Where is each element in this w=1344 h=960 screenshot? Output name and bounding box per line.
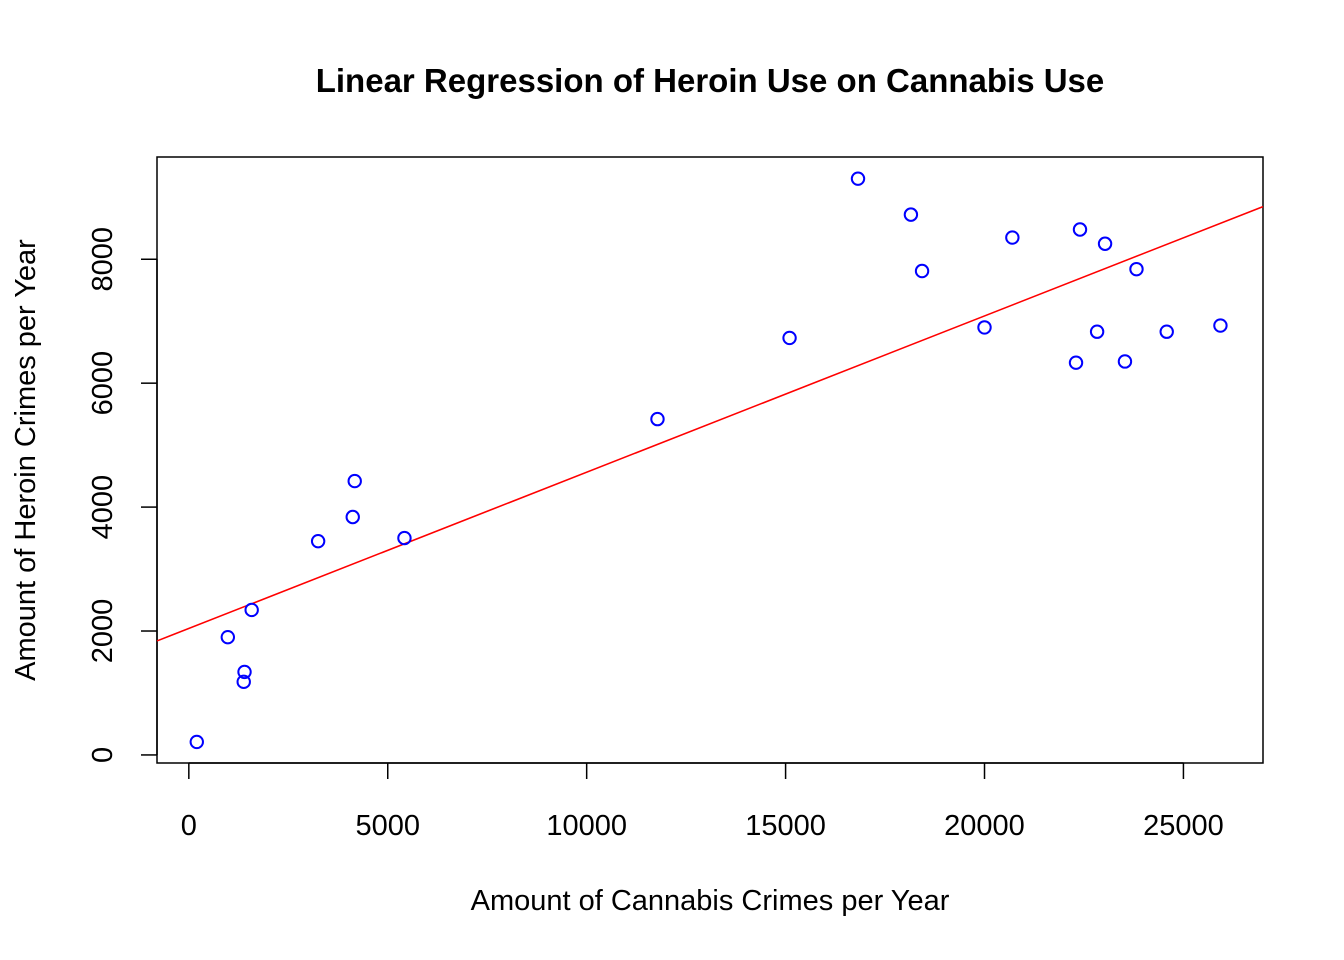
y-axis-label: Amount of Heroin Crimes per Year xyxy=(10,239,42,681)
x-tick-label: 25000 xyxy=(1143,810,1224,842)
x-tick-label: 0 xyxy=(181,810,197,842)
data-point xyxy=(850,171,866,186)
data-points xyxy=(189,171,1228,750)
data-point xyxy=(782,330,797,346)
x-tick-label: 20000 xyxy=(944,810,1025,842)
y-tick-label: 6000 xyxy=(87,351,119,416)
data-point xyxy=(1159,324,1174,339)
x-tick-label: 5000 xyxy=(355,810,420,842)
data-point xyxy=(189,734,204,750)
data-point xyxy=(1089,324,1105,339)
data-point xyxy=(977,320,992,335)
y-tick-label: 4000 xyxy=(87,475,119,540)
data-point xyxy=(914,263,930,279)
data-point xyxy=(903,207,919,222)
chart-title: Linear Regression of Heroin Use on Canna… xyxy=(316,62,1105,99)
data-point xyxy=(1097,236,1113,251)
data-point xyxy=(650,411,665,427)
x-tick-label: 10000 xyxy=(546,810,627,842)
regression-line-layer xyxy=(156,205,1264,642)
data-point xyxy=(1068,355,1084,370)
data-point xyxy=(310,533,326,549)
data-point xyxy=(345,509,360,525)
data-point xyxy=(244,602,259,618)
y-axis: 0 2000 4000 6000 8000 xyxy=(87,227,158,763)
x-axis: 0 5000 10000 15000 20000 25000 xyxy=(181,762,1224,842)
data-point xyxy=(397,530,412,546)
data-point xyxy=(347,473,362,489)
data-point xyxy=(1129,261,1144,277)
y-tick-label: 2000 xyxy=(87,599,119,664)
y-tick-label: 0 xyxy=(87,747,119,763)
data-point xyxy=(1117,354,1133,369)
y-tick-label: 8000 xyxy=(87,227,119,292)
x-tick-label: 15000 xyxy=(745,810,826,842)
data-point xyxy=(236,674,251,690)
regression-line xyxy=(156,205,1264,642)
data-point xyxy=(237,664,252,680)
data-point xyxy=(1005,230,1020,245)
data-point xyxy=(1072,222,1088,237)
x-axis-label: Amount of Cannabis Crimes per Year xyxy=(471,885,950,917)
plot-frame xyxy=(156,156,1264,764)
data-point xyxy=(1213,318,1228,333)
data-point xyxy=(220,630,236,645)
